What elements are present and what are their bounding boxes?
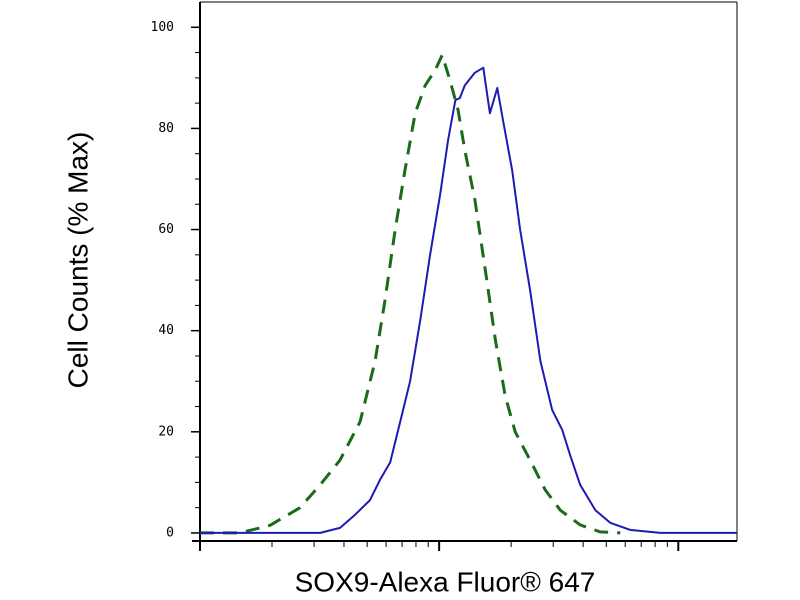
y-tick-label: 40 <box>158 323 174 338</box>
y-tick-label: 0 <box>166 525 174 540</box>
y-tick-label: 100 <box>151 20 174 35</box>
y-tick-label: 60 <box>158 222 174 237</box>
y-axis-title: Cell Counts (% Max) <box>62 132 93 389</box>
histogram-line <box>200 66 737 534</box>
x-axis-title: SOX9-Alexa Fluor® 647 <box>295 566 596 597</box>
y-tick-label: 80 <box>158 121 174 136</box>
y-tick-label: 20 <box>158 424 174 439</box>
histogram-line <box>200 53 621 535</box>
